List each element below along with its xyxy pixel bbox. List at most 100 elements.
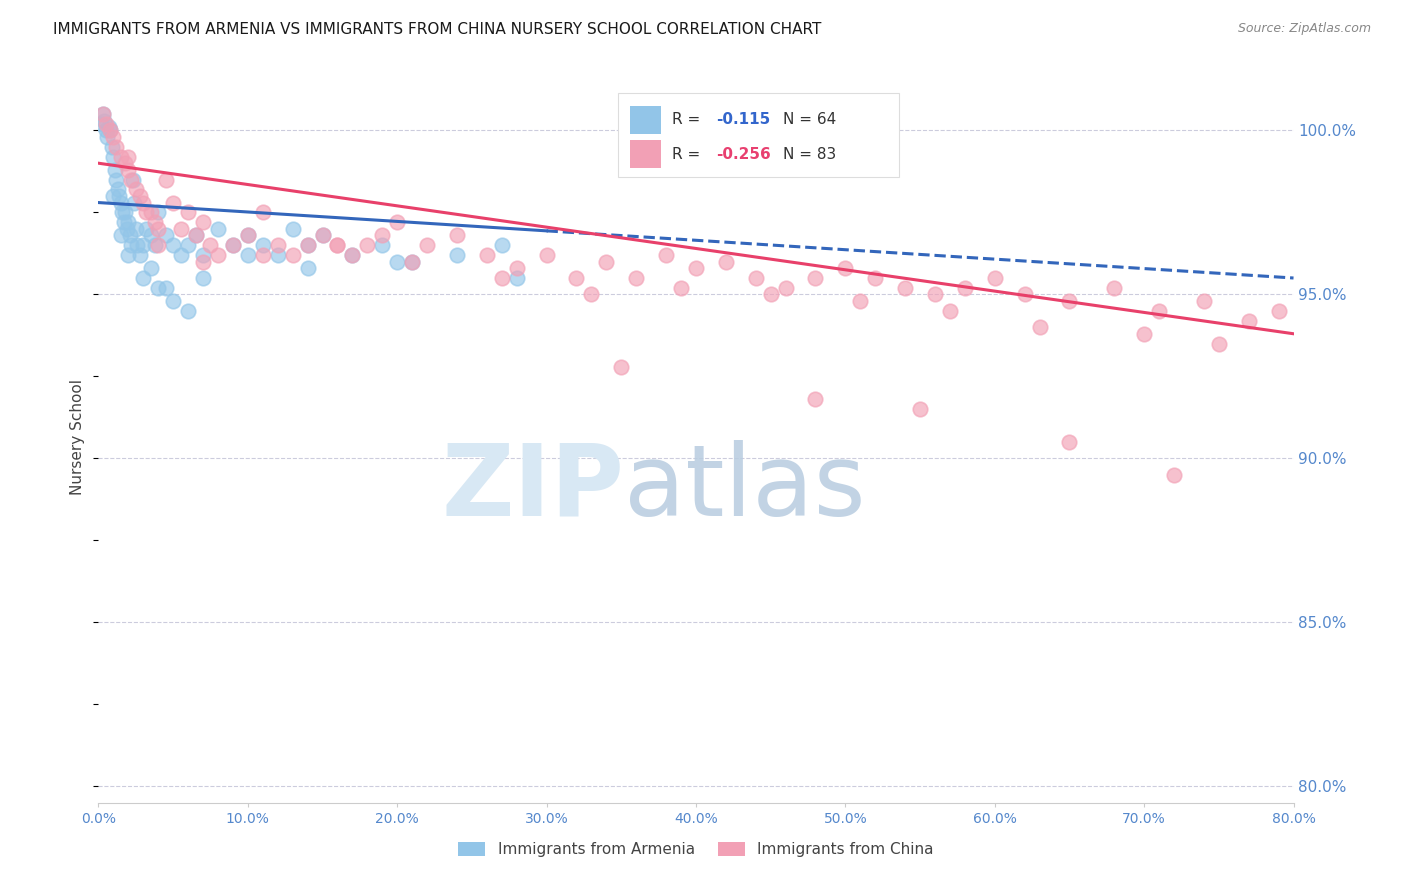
Point: [117, 215, 139, 229]
Point: [162, 293, 184, 308]
Point: [120, 238, 142, 252]
Point: [610, 359, 633, 374]
Point: [775, 281, 797, 295]
Point: [101, 140, 124, 154]
Point: [143, 238, 166, 252]
Point: [385, 254, 409, 268]
Point: [118, 228, 141, 243]
Point: [117, 162, 139, 177]
Point: [385, 215, 409, 229]
Point: [207, 222, 229, 236]
Point: [143, 215, 166, 229]
Point: [200, 238, 222, 252]
Text: R =: R =: [672, 146, 706, 161]
Point: [129, 189, 152, 203]
Point: [177, 303, 200, 318]
Point: [94, 117, 117, 131]
Point: [93, 113, 115, 128]
Point: [311, 228, 333, 243]
Point: [107, 182, 129, 196]
Point: [267, 238, 290, 252]
Point: [506, 271, 529, 285]
Point: [416, 238, 439, 252]
Point: [121, 172, 143, 186]
Point: [297, 238, 319, 252]
Point: [1059, 293, 1081, 308]
Point: [506, 261, 529, 276]
Point: [162, 195, 184, 210]
Point: [669, 281, 692, 295]
Point: [267, 248, 290, 262]
Point: [655, 248, 678, 262]
Point: [326, 238, 349, 252]
Point: [105, 140, 128, 154]
Point: [252, 205, 274, 219]
Point: [103, 150, 125, 164]
Point: [953, 281, 976, 295]
Point: [1133, 326, 1156, 341]
Point: [103, 189, 125, 203]
Point: [98, 123, 122, 137]
Point: [117, 248, 139, 262]
Point: [1208, 336, 1230, 351]
Point: [745, 271, 768, 285]
Point: [804, 392, 827, 407]
Point: [114, 205, 136, 219]
Point: [169, 222, 191, 236]
Point: [924, 287, 946, 301]
Point: [177, 238, 200, 252]
Point: [110, 228, 132, 243]
Point: [1028, 320, 1050, 334]
Point: [446, 228, 468, 243]
Point: [124, 195, 146, 210]
Point: [252, 248, 274, 262]
Point: [326, 238, 349, 252]
Text: -0.256: -0.256: [716, 146, 770, 161]
Point: [1014, 287, 1036, 301]
Point: [371, 228, 394, 243]
Point: [1163, 467, 1185, 482]
Point: [191, 271, 214, 285]
Point: [342, 248, 364, 262]
Point: [342, 248, 364, 262]
Point: [626, 271, 648, 285]
Point: [184, 228, 207, 243]
Point: [125, 182, 148, 196]
Point: [155, 281, 177, 295]
Point: [491, 238, 513, 252]
Point: [714, 254, 737, 268]
FancyBboxPatch shape: [630, 106, 661, 134]
Point: [297, 238, 319, 252]
Point: [108, 189, 131, 203]
Point: [110, 150, 132, 164]
Point: [90, 117, 112, 131]
Legend: Immigrants from Armenia, Immigrants from China: Immigrants from Armenia, Immigrants from…: [450, 834, 942, 864]
Y-axis label: Nursery School: Nursery School: [70, 379, 86, 495]
Point: [371, 238, 394, 252]
Point: [96, 130, 118, 145]
Point: [834, 261, 856, 276]
Point: [222, 238, 245, 252]
Point: [114, 156, 136, 170]
Point: [685, 261, 707, 276]
Point: [356, 238, 378, 252]
Point: [155, 228, 177, 243]
Point: [191, 215, 214, 229]
Point: [252, 238, 274, 252]
Point: [139, 205, 162, 219]
Point: [120, 172, 142, 186]
Point: [401, 254, 423, 268]
Point: [281, 222, 304, 236]
Text: R =: R =: [672, 112, 706, 128]
Point: [105, 172, 128, 186]
Point: [759, 287, 782, 301]
Point: [191, 254, 214, 268]
Point: [222, 238, 245, 252]
Point: [401, 254, 423, 268]
Point: [104, 162, 127, 177]
Point: [1237, 313, 1260, 327]
Point: [1267, 303, 1289, 318]
Point: [139, 228, 162, 243]
Point: [115, 222, 138, 236]
Point: [169, 248, 191, 262]
